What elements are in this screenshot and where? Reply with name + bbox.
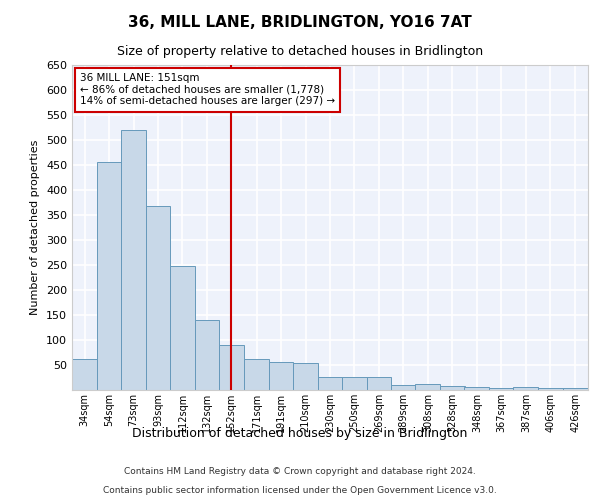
Bar [97,162,121,390]
Bar [219,345,244,390]
Y-axis label: Number of detached properties: Number of detached properties [31,140,40,315]
Text: Contains public sector information licensed under the Open Government Licence v3: Contains public sector information licen… [103,486,497,495]
Bar [72,358,97,390]
Bar [440,386,465,390]
Bar [391,384,416,390]
Text: 36, MILL LANE, BRIDLINGTON, YO16 7AT: 36, MILL LANE, BRIDLINGTON, YO16 7AT [128,15,472,30]
Bar [244,358,269,390]
Bar [514,386,538,390]
Bar [170,266,195,390]
Bar [415,384,440,390]
Text: Distribution of detached houses by size in Bridlington: Distribution of detached houses by size … [133,428,467,440]
Bar [367,377,391,390]
Bar [194,320,220,390]
Bar [464,386,490,390]
Bar [538,388,563,390]
Bar [121,130,146,390]
Bar [293,362,318,390]
Bar [342,377,367,390]
Bar [489,388,514,390]
Bar [269,362,293,390]
Text: Contains HM Land Registry data © Crown copyright and database right 2024.: Contains HM Land Registry data © Crown c… [124,468,476,476]
Text: 36 MILL LANE: 151sqm
← 86% of detached houses are smaller (1,778)
14% of semi-de: 36 MILL LANE: 151sqm ← 86% of detached h… [80,73,335,106]
Bar [317,376,343,390]
Bar [563,388,588,390]
Bar [146,206,170,390]
Text: Size of property relative to detached houses in Bridlington: Size of property relative to detached ho… [117,45,483,58]
